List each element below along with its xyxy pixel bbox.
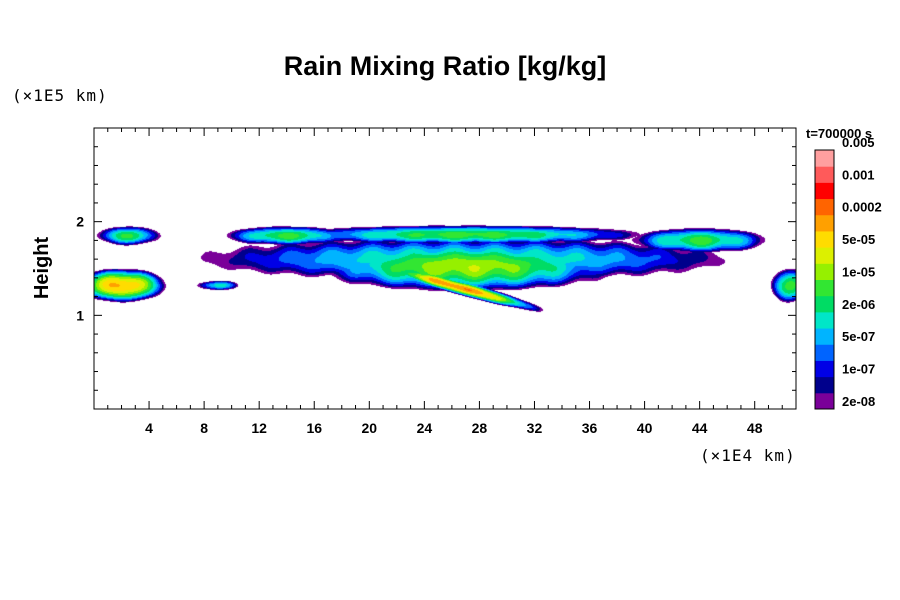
plot-frame <box>93 127 797 410</box>
y-axis-unit-label: (×1E5 km) <box>12 86 108 105</box>
x-tick-label: 36 <box>582 420 598 436</box>
colorbar-tick-label: 1e-07 <box>842 362 875 377</box>
colorbar-tick-label: 0.001 <box>842 167 875 182</box>
colorbar-tick-label: 0.0002 <box>842 200 882 215</box>
colorbar-segment <box>815 376 834 394</box>
time-label: t=700000 s <box>806 126 872 141</box>
x-tick-label: 20 <box>362 420 378 436</box>
x-tick-label: 28 <box>472 420 488 436</box>
x-axis-ticks: 4 8 12 16 20 24 28 32 36 40 44 48 <box>107 128 783 436</box>
colorbar-tick-label: 2e-06 <box>842 297 875 312</box>
colorbar-segment <box>815 247 834 264</box>
colorbar-tick-label: 5e-05 <box>842 232 875 247</box>
x-axis-unit-label: (×1E4 km) <box>700 446 796 465</box>
x-tick-label: 24 <box>417 420 433 436</box>
colorbar-segment <box>815 392 834 410</box>
x-tick-label: 12 <box>251 420 267 436</box>
x-tick-label: 4 <box>145 420 153 436</box>
y-tick-label: 2 <box>76 214 84 230</box>
colorbar-segment <box>815 150 834 167</box>
rain-mixing-ratio-field <box>94 128 796 409</box>
colorbar-frame <box>814 149 835 410</box>
colorbar-segment <box>815 295 834 313</box>
x-tick-label: 16 <box>306 420 322 436</box>
colorbar-segment <box>815 166 834 183</box>
colorbar-segment <box>815 182 834 200</box>
colorbar-segment <box>815 230 834 248</box>
x-tick-label: 8 <box>200 420 208 436</box>
colorbar-tick-label: 2e-08 <box>842 394 875 409</box>
colorbar-segment <box>815 263 834 280</box>
colorbar-segment <box>815 360 834 378</box>
colorbar-tick-label: 0.005 <box>842 135 875 150</box>
colorbar-segment <box>815 344 834 361</box>
colorbar-segment <box>815 311 834 329</box>
x-tick-label: 32 <box>527 420 543 436</box>
y-axis-ticks: 12 <box>76 146 796 391</box>
plot-area <box>93 127 797 410</box>
y-tick-label: 1 <box>76 307 84 323</box>
colorbar: 2e-08 1e-07 5e-07 2e-06 1e-05 5e-05 0.0002 0.00… <box>814 135 882 410</box>
colorbar-tick-label: 1e-05 <box>842 264 875 279</box>
chart-title: Rain Mixing Ratio [kg/kg] <box>284 51 607 81</box>
y-axis-label: Height <box>31 237 53 300</box>
colorbar-tick-label: 5e-07 <box>842 329 875 344</box>
colorbar-segment <box>815 328 834 345</box>
colorbar-segment <box>815 198 834 216</box>
colorbar-segment <box>815 214 834 232</box>
x-tick-label: 44 <box>692 420 708 436</box>
colorbar-segment <box>815 279 834 297</box>
x-tick-label: 40 <box>637 420 653 436</box>
x-tick-label: 48 <box>747 420 763 436</box>
